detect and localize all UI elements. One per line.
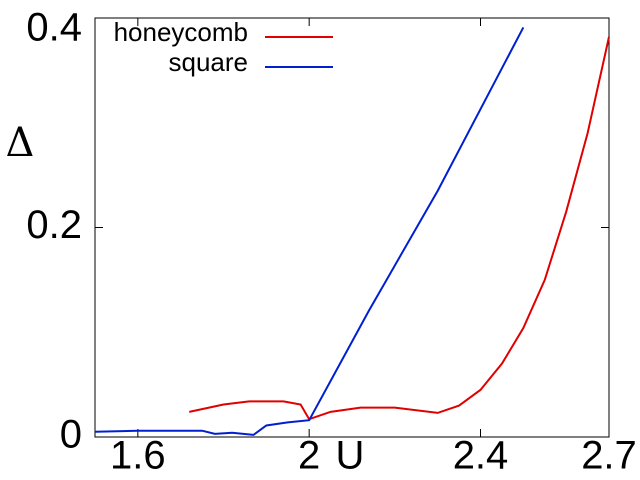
y-tick-label: 0.4 [26, 6, 82, 50]
x-tick-label: 2.4 [453, 434, 509, 478]
legend-label: square [169, 47, 249, 77]
x-tick-label: 2.7 [581, 434, 637, 478]
y-tick-label: 0 [60, 413, 82, 457]
data-line [189, 36, 610, 421]
plot-frame [94, 17, 610, 438]
x-axis-label: U [336, 434, 365, 478]
x-tick-label: 2 [298, 434, 320, 478]
y-axis-label: Δ [6, 120, 35, 166]
data-line [94, 26, 525, 436]
y-tick-label: 0.2 [26, 203, 82, 247]
x-tick-label: 1.6 [110, 434, 166, 478]
legend-label: honeycomb [114, 17, 248, 47]
